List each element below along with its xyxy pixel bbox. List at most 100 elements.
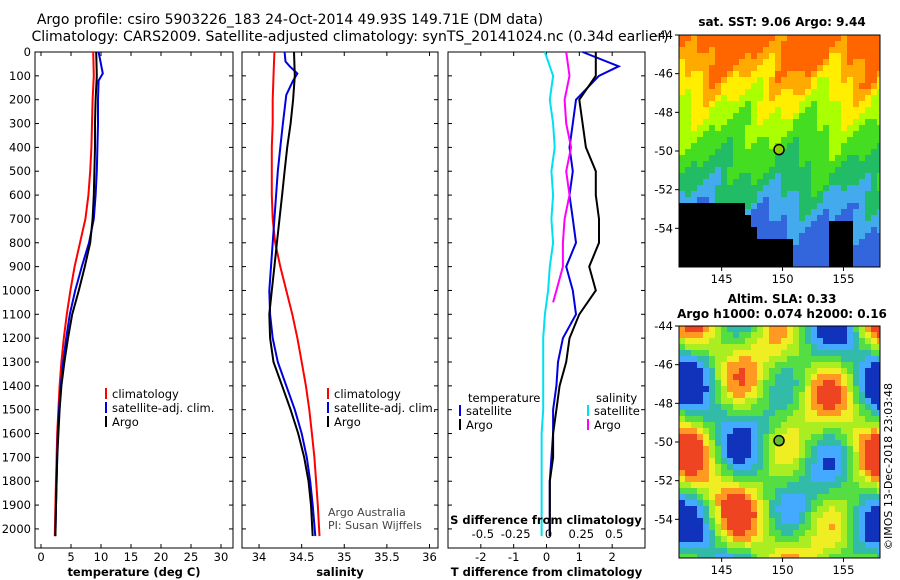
- map-cell: [805, 524, 811, 530]
- map-y-tick-label: -54: [654, 512, 673, 526]
- map-cell: [763, 410, 769, 416]
- map-cell: [811, 197, 817, 203]
- map-cell: [769, 428, 775, 434]
- map-cell: [697, 119, 703, 125]
- map-cell: [757, 167, 763, 173]
- map-cell: [829, 458, 835, 464]
- map-cell: [847, 530, 853, 536]
- map-cell: [715, 179, 721, 185]
- map-cell: [727, 263, 733, 267]
- map-cell: [769, 488, 775, 494]
- map-cell: [715, 374, 721, 380]
- map-cell: [787, 197, 793, 203]
- map-cell: [811, 350, 817, 356]
- map-cell: [679, 422, 685, 428]
- map-cell: [805, 119, 811, 125]
- map-cell: [877, 350, 880, 356]
- map-cell: [739, 536, 745, 542]
- map-cell: [805, 488, 811, 494]
- map-cell: [757, 470, 763, 476]
- map-cell: [847, 350, 853, 356]
- map-cell: [835, 47, 841, 53]
- map-cell: [877, 59, 880, 65]
- map-cell: [781, 470, 787, 476]
- map-cell: [715, 434, 721, 440]
- map-cell: [841, 512, 847, 518]
- map-cell: [865, 239, 871, 245]
- map-cell: [685, 203, 691, 209]
- map-cell: [697, 350, 703, 356]
- map-cell: [817, 338, 823, 344]
- map-cell: [841, 263, 847, 267]
- map-cell: [763, 344, 769, 350]
- map-cell: [781, 257, 787, 263]
- map-cell: [853, 458, 859, 464]
- map-cell: [733, 143, 739, 149]
- map-cell: [853, 386, 859, 392]
- map-cell: [733, 131, 739, 137]
- map-cell: [817, 119, 823, 125]
- map-cell: [721, 101, 727, 107]
- map-cell: [685, 398, 691, 404]
- map-cell: [721, 155, 727, 161]
- map-cell: [877, 209, 880, 215]
- map-cell: [685, 326, 691, 332]
- map-cell: [745, 233, 751, 239]
- map-cell: [853, 125, 859, 131]
- map-cell: [847, 368, 853, 374]
- map-cell: [721, 416, 727, 422]
- map-cell: [697, 239, 703, 245]
- map-cell: [685, 251, 691, 257]
- map-cell: [745, 47, 751, 53]
- annotation-text: PI: Susan Wijffels: [328, 519, 422, 532]
- map-cell: [847, 119, 853, 125]
- map-cell: [691, 482, 697, 488]
- map-cell: [709, 554, 715, 558]
- map-cell: [679, 263, 685, 267]
- map-cell: [751, 458, 757, 464]
- map-cell: [679, 185, 685, 191]
- map-cell: [739, 89, 745, 95]
- map-cell: [877, 227, 880, 233]
- map-cell: [757, 512, 763, 518]
- map-cell: [745, 59, 751, 65]
- map-cell: [799, 227, 805, 233]
- map-cell: [781, 398, 787, 404]
- map-cell: [829, 500, 835, 506]
- map-cell: [841, 119, 847, 125]
- map-cell: [847, 332, 853, 338]
- map-cell: [733, 548, 739, 554]
- map-cell: [727, 488, 733, 494]
- map-cell: [829, 221, 835, 227]
- map-cell: [697, 77, 703, 83]
- map-cell: [871, 209, 877, 215]
- map-cell: [799, 440, 805, 446]
- map-cell: [877, 374, 880, 380]
- map-cell: [691, 488, 697, 494]
- map-cell: [871, 215, 877, 221]
- map-cell: [775, 386, 781, 392]
- map-cell: [703, 422, 709, 428]
- map-cell: [685, 464, 691, 470]
- map-cell: [697, 458, 703, 464]
- map-cell: [817, 203, 823, 209]
- map-cell: [715, 47, 721, 53]
- map-cell: [823, 119, 829, 125]
- map-cell: [685, 245, 691, 251]
- map-cell: [715, 221, 721, 227]
- map-cell: [793, 362, 799, 368]
- map-cell: [853, 440, 859, 446]
- map-cell: [853, 119, 859, 125]
- map-cell: [739, 530, 745, 536]
- map-cell: [733, 434, 739, 440]
- map-cell: [871, 53, 877, 59]
- map-cell: [817, 239, 823, 245]
- map-cell: [847, 41, 853, 47]
- map-cell: [859, 263, 865, 267]
- map-cell: [775, 428, 781, 434]
- map-cell: [871, 239, 877, 245]
- map-cell: [727, 83, 733, 89]
- map-cell: [703, 149, 709, 155]
- map-cell: [877, 233, 880, 239]
- map-cell: [853, 197, 859, 203]
